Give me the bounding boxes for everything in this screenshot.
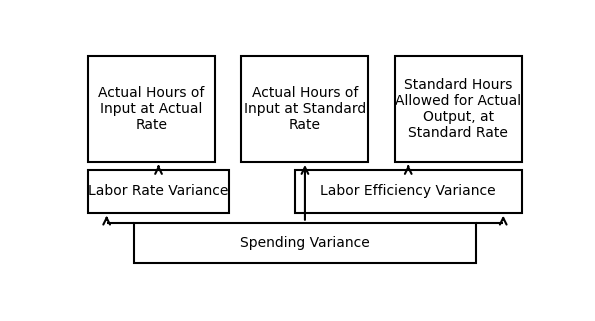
Text: Labor Rate Variance: Labor Rate Variance — [88, 184, 228, 198]
FancyBboxPatch shape — [134, 223, 475, 264]
FancyBboxPatch shape — [395, 56, 522, 162]
Text: Actual Hours of
Input at Actual
Rate: Actual Hours of Input at Actual Rate — [98, 86, 205, 132]
Text: Actual Hours of
Input at Standard
Rate: Actual Hours of Input at Standard Rate — [243, 86, 366, 132]
FancyBboxPatch shape — [295, 169, 522, 213]
Text: Labor Efficiency Variance: Labor Efficiency Variance — [321, 184, 496, 198]
Text: Spending Variance: Spending Variance — [240, 236, 370, 250]
Text: Standard Hours
Allowed for Actual
Output, at
Standard Rate: Standard Hours Allowed for Actual Output… — [395, 78, 521, 140]
FancyBboxPatch shape — [88, 169, 229, 213]
FancyBboxPatch shape — [88, 56, 215, 162]
FancyBboxPatch shape — [242, 56, 368, 162]
